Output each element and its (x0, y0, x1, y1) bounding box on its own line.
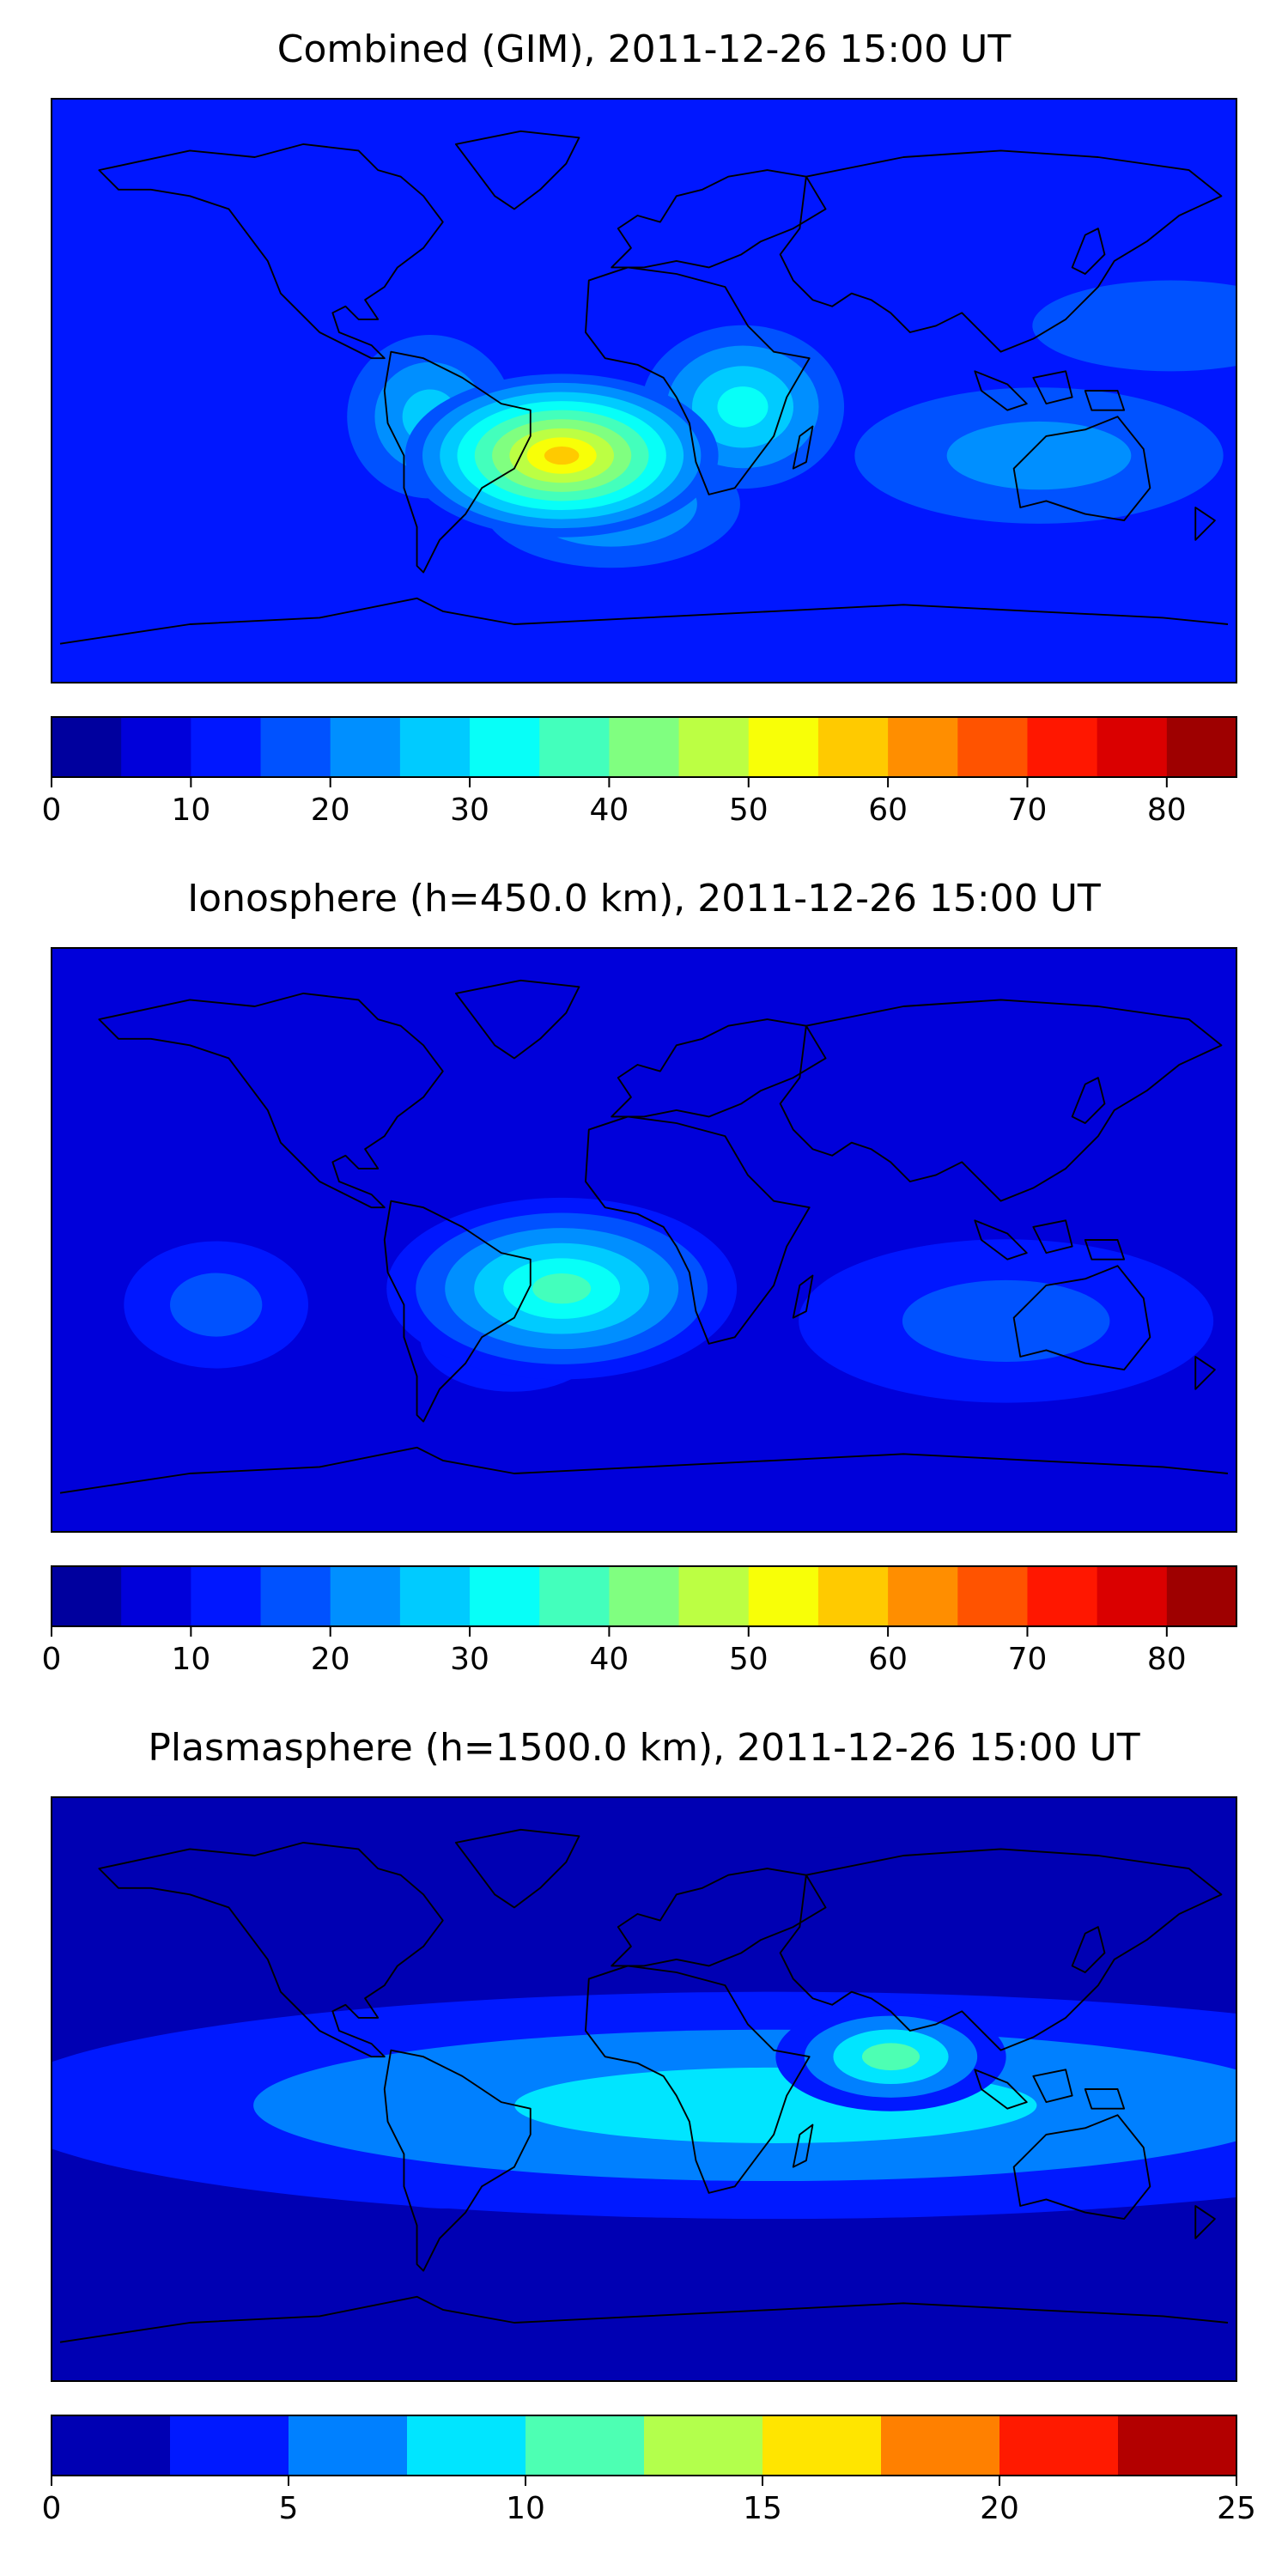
colorbar-bin (330, 1566, 401, 1626)
colorbar-bin (470, 1566, 540, 1626)
colorbar-bin (289, 2415, 408, 2476)
colorbar-bin (748, 1566, 819, 1626)
colorbar-bin (748, 717, 819, 777)
contour-band (946, 421, 1132, 490)
colorbar-bin (888, 1566, 958, 1626)
colorbar-bin (526, 2415, 645, 2476)
colorbar-bin (52, 2415, 171, 2476)
colorbar-bin (1027, 1566, 1098, 1626)
colorbar-bin (260, 717, 331, 777)
colorbar-bin (817, 1566, 889, 1626)
colorbar-tick-label: 30 (450, 793, 489, 828)
colorbar-frame (51, 1565, 1237, 1627)
colorbar-bin (644, 2415, 763, 2476)
colorbar-bin (539, 717, 610, 777)
colorbar-tick-label: 25 (1217, 2491, 1256, 2526)
map-frame (51, 98, 1237, 683)
colorbar: 0 5 10 15 20 25 (42, 2415, 1256, 2526)
colorbar-bin (1166, 1566, 1237, 1626)
colorbar-tick-label: 60 (868, 1642, 908, 1677)
colorbar-bin (121, 1566, 191, 1626)
colorbar-tick-label: 50 (729, 1642, 769, 1677)
contour-band (170, 1273, 263, 1337)
contour-band (717, 386, 769, 428)
colorbar-bin (121, 717, 191, 777)
map-field (52, 99, 1236, 683)
contour-band (183, 1834, 1105, 1890)
colorbar-tick-label: 0 (42, 1642, 62, 1677)
colorbar-bin (470, 717, 540, 777)
colorbar-bin (609, 717, 680, 777)
colorbar-bin (52, 1566, 122, 1626)
colorbar-bin (609, 1566, 680, 1626)
colorbar-tick-label: 0 (42, 793, 62, 828)
map-frame (51, 1796, 1237, 2382)
colorbar-bin (539, 1566, 610, 1626)
colorbar-bin (1027, 717, 1098, 777)
colorbar-bin (957, 717, 1028, 777)
colorbar-tick-label: 15 (743, 2491, 782, 2526)
colorbar-bin (1097, 1566, 1168, 1626)
colorbar-tick-label: 20 (311, 793, 350, 828)
panel-title: Plasmasphere (h=1500.0 km), 2011-12-26 1… (148, 1726, 1139, 1770)
colorbar-frame (51, 716, 1237, 778)
contour-band (532, 1273, 592, 1304)
colorbar-bin (1097, 717, 1168, 777)
colorbar-tick-label: 50 (729, 793, 769, 828)
colorbar-tick-label: 40 (590, 793, 629, 828)
panel-1: Combined (GIM), 2011-12-26 15:00 UT 0 10 20… (42, 27, 1237, 828)
contour-band (861, 2043, 920, 2071)
panel-3: Plasmasphere (h=1500.0 km), 2011-12-26 1… (42, 1726, 1256, 2526)
colorbar-bin (999, 2415, 1119, 2476)
colorbar-bin (881, 2415, 1000, 2476)
colorbar-frame (51, 2415, 1237, 2476)
colorbar: 0 10 20 30 40 50 60 70 80 (42, 1565, 1237, 1677)
colorbar-tick-label: 80 (1147, 1642, 1187, 1677)
colorbar-bin (170, 2415, 289, 2476)
colorbar-bin (817, 717, 889, 777)
panels: Combined (GIM), 2011-12-26 15:00 UT 0 10 20… (42, 27, 1256, 2526)
colorbar-bin (888, 717, 958, 777)
colorbar-tick-label: 40 (590, 1642, 629, 1677)
colorbar-tick-label: 70 (1008, 793, 1048, 828)
colorbar-tick-label: 20 (980, 2491, 1019, 2526)
colorbar-tick-label: 80 (1147, 793, 1187, 828)
colorbar-bin (1118, 2415, 1237, 2476)
colorbar-bin (191, 717, 262, 777)
map-frame (51, 947, 1237, 1533)
colorbar-tick-label: 10 (506, 2491, 545, 2526)
contour-band (902, 1279, 1110, 1363)
map-field (52, 948, 1236, 1532)
colorbar-tick-label: 30 (450, 1642, 489, 1677)
colorbar-bin (260, 1566, 331, 1626)
panel-title: Combined (GIM), 2011-12-26 15:00 UT (277, 27, 1012, 71)
map-field (52, 1797, 1236, 2381)
colorbar-tick-label: 20 (311, 1642, 350, 1677)
colorbar-tick-label: 5 (279, 2491, 299, 2526)
colorbar-tick-label: 60 (868, 793, 908, 828)
colorbar: 0 10 20 30 40 50 60 70 80 (42, 716, 1237, 828)
contour-band (1032, 280, 1236, 372)
colorbar-bin (678, 717, 750, 777)
colorbar-tick-label: 10 (171, 793, 210, 828)
colorbar-tick-label: 0 (42, 2491, 62, 2526)
colorbar-bin (191, 1566, 262, 1626)
contour-band (544, 446, 580, 465)
colorbar-bin (330, 717, 401, 777)
colorbar-bin (762, 2415, 882, 2476)
colorbar-tick-label: 70 (1008, 1642, 1048, 1677)
colorbar-bin (1166, 717, 1237, 777)
colorbar-tick-label: 10 (171, 1642, 210, 1677)
panel-title: Ionosphere (h=450.0 km), 2011-12-26 15:0… (187, 877, 1101, 920)
colorbar-bin (52, 717, 122, 777)
panel-2: Ionosphere (h=450.0 km), 2011-12-26 15:0… (42, 877, 1237, 1677)
colorbar-bin (678, 1566, 750, 1626)
colorbar-bin (399, 717, 471, 777)
colorbar-bin (399, 1566, 471, 1626)
colorbar-bin (407, 2415, 526, 2476)
colorbar-bin (957, 1566, 1028, 1626)
